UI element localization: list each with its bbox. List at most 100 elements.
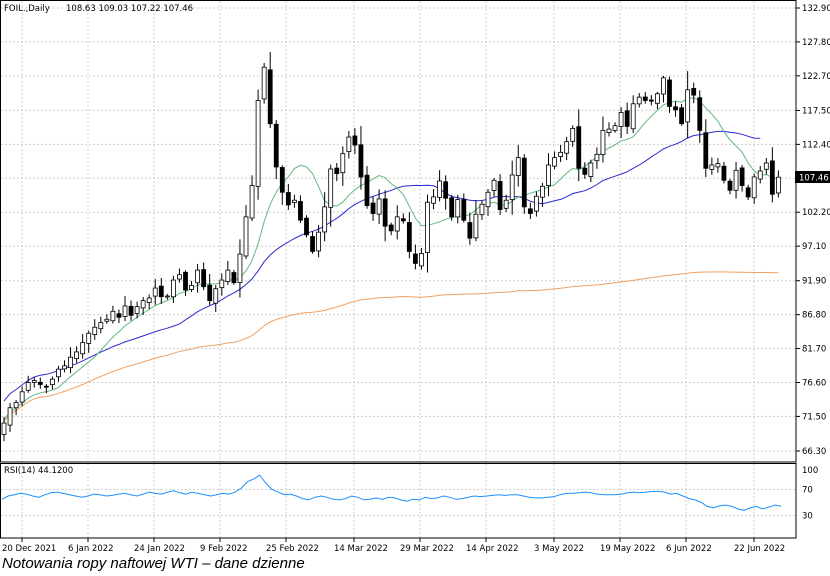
candle-body: [636, 96, 642, 105]
price-tick-label: 86.80: [802, 311, 826, 321]
candle-body: [243, 216, 249, 257]
candle: [37, 377, 43, 389]
candle-body: [104, 318, 110, 322]
candle: [201, 262, 207, 291]
candle-body: [43, 385, 49, 388]
time-tick-label: 22 Jun 2022: [734, 544, 785, 554]
candle: [630, 95, 636, 133]
candle: [62, 360, 67, 373]
candle-body: [152, 287, 158, 297]
price-tick-label: 91.90: [802, 277, 826, 287]
candle-body: [412, 253, 418, 264]
candle-body: [116, 313, 122, 318]
candle-body: [721, 165, 727, 181]
candle-body: [564, 141, 570, 154]
candle: [261, 62, 267, 104]
candle-body: [158, 285, 164, 298]
candle: [364, 166, 370, 209]
candle-body: [733, 169, 739, 191]
candle: [449, 194, 455, 221]
candle-body: [485, 191, 491, 208]
candle: [558, 144, 563, 163]
candle-body: [527, 208, 533, 214]
candle: [745, 184, 751, 201]
candle-body: [642, 96, 648, 101]
candle-body: [170, 279, 176, 298]
candle-body: [195, 269, 201, 284]
candle: [606, 122, 612, 137]
candle-body: [509, 174, 515, 200]
candle: [721, 161, 727, 184]
candle-body: [419, 253, 424, 267]
candle: [673, 101, 678, 117]
candle: [600, 116, 606, 163]
candle: [594, 147, 600, 169]
candle: [104, 314, 110, 324]
candle: [733, 161, 739, 199]
ma-medium-line: [3, 130, 761, 402]
candle: [546, 153, 551, 197]
candle-body: [685, 89, 691, 123]
candle: [515, 145, 521, 187]
candle-body: [219, 279, 225, 289]
candle: [527, 202, 533, 219]
candle: [98, 316, 104, 334]
candle: [739, 164, 745, 192]
candle: [152, 279, 158, 305]
candle: [80, 334, 86, 359]
candle: [455, 194, 461, 224]
ohlc-readout: 108.63 109.03 107.22 107.46: [66, 4, 193, 14]
candle: [697, 90, 703, 143]
candle-body: [183, 271, 188, 291]
candle-body: [134, 306, 140, 314]
candle: [497, 174, 503, 216]
price-tick-label: 127.80: [802, 38, 830, 48]
candle: [195, 263, 201, 293]
candle: [636, 93, 642, 108]
candle: [370, 196, 376, 221]
candle: [13, 399, 19, 416]
candle: [310, 231, 315, 254]
candle-body: [50, 378, 55, 386]
candle-body: [449, 197, 455, 218]
candle-body: [37, 381, 43, 385]
candle-body: [655, 93, 660, 104]
candle: [74, 346, 79, 363]
candle-body: [98, 322, 104, 330]
candle-body: [273, 123, 279, 168]
candle: [388, 222, 394, 236]
candle-body: [31, 380, 37, 383]
candle: [709, 157, 715, 175]
candle-body: [140, 300, 146, 309]
candle: [50, 376, 55, 390]
candle: [751, 173, 757, 204]
candle-body: [503, 199, 509, 209]
candle: [189, 280, 194, 293]
price-tick-label: 66.30: [802, 447, 826, 457]
candle: [612, 122, 618, 133]
candle-body: [534, 195, 539, 212]
candle-body: [291, 199, 297, 203]
candle: [485, 189, 491, 216]
candle-body: [715, 163, 721, 168]
last-price-tag: [795, 171, 830, 183]
moving-averages: [3, 97, 779, 423]
candle-body: [558, 151, 563, 157]
candle: [443, 175, 449, 210]
candle-body: [751, 176, 757, 199]
candle-body: [540, 185, 545, 198]
candle: [122, 296, 128, 322]
candle-body: [92, 326, 98, 336]
candle-body: [376, 198, 382, 215]
candle: [328, 164, 334, 227]
candle-body: [207, 284, 213, 302]
candle: [213, 285, 219, 313]
candle-body: [298, 201, 303, 221]
candle-body: [285, 192, 291, 206]
candle-body: [491, 179, 497, 191]
candle-body: [304, 217, 309, 236]
candle: [685, 71, 691, 139]
candle-body: [322, 206, 328, 233]
candle: [164, 293, 170, 300]
candle: [225, 260, 231, 285]
